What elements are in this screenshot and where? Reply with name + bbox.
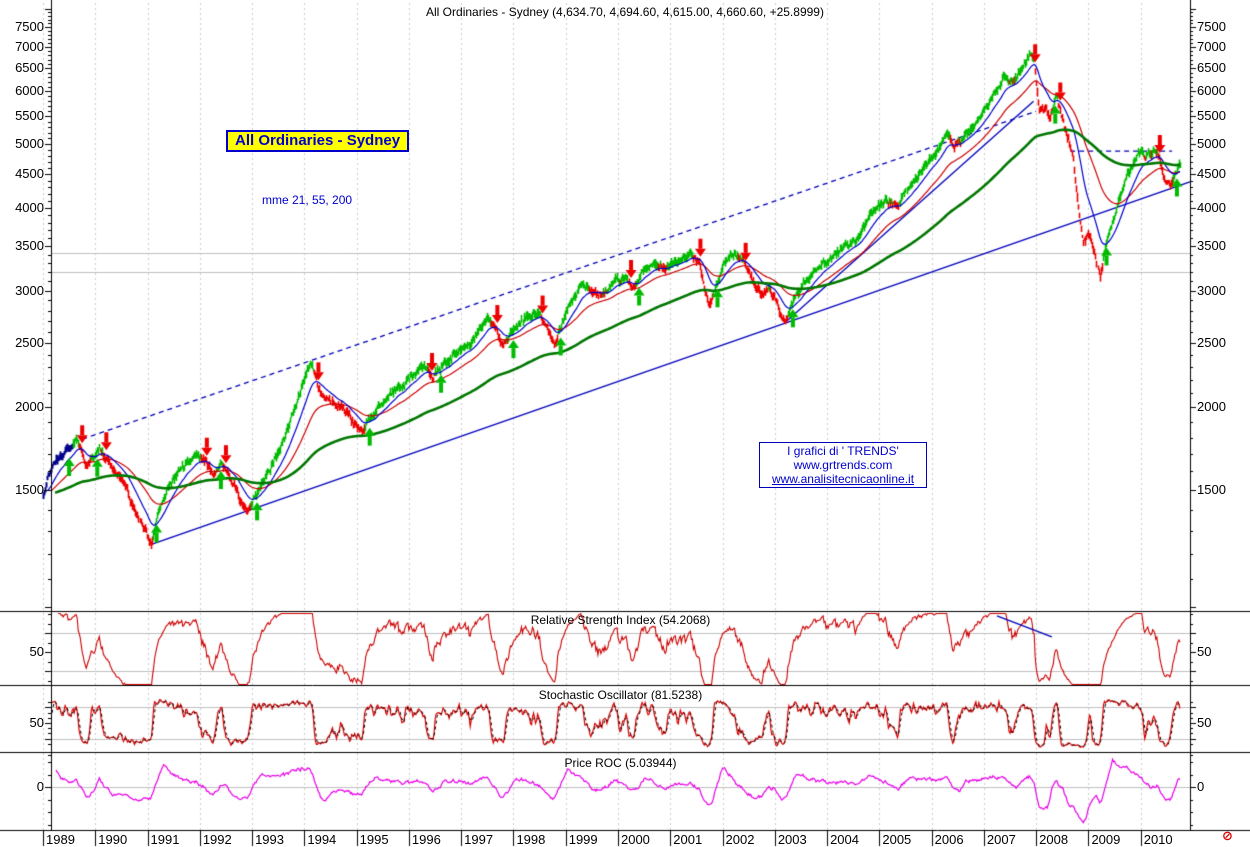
panel-mid-label-left: 50 <box>29 715 44 730</box>
x-axis-year-label: 1995 <box>359 832 389 847</box>
x-axis-year-label: 2003 <box>777 832 807 847</box>
x-axis-year-label: 1999 <box>568 832 598 847</box>
price-axis-label-left: 4500 <box>15 166 44 182</box>
price-axis-label-left: 1500 <box>15 482 44 497</box>
x-axis-year-label: 2006 <box>934 832 964 847</box>
x-axis-year-label: 1996 <box>411 832 441 847</box>
price-axis-label-left: 2500 <box>15 335 44 351</box>
price-axis-label-left: 6000 <box>15 83 44 99</box>
chart-title: All Ordinaries - Sydney (4,634.70, 4,694… <box>426 5 824 19</box>
stochastic-panel-title: Stochastic Oscillator (81.5238) <box>538 688 703 702</box>
panel-mid-label-left: 50 <box>29 644 44 659</box>
watermark-link[interactable]: www.analisitecnicaonline.it <box>771 472 915 486</box>
price-axis-label-left: 5000 <box>15 135 44 151</box>
price-axis-label-left: 3500 <box>15 238 44 254</box>
x-axis-year-label: 2001 <box>673 832 703 847</box>
x-axis-year-label: 2000 <box>620 832 650 847</box>
x-axis-year-label: 1991 <box>150 832 180 847</box>
price-axis-label-right: 2000 <box>1197 399 1226 415</box>
x-axis-year-label: 1989 <box>46 832 75 847</box>
price-axis-label-right: 6000 <box>1197 83 1226 99</box>
price-axis-label-right: 7000 <box>1197 39 1226 55</box>
x-axis-year-label: 2002 <box>725 832 755 847</box>
price-axis-label-right: 4000 <box>1197 200 1226 215</box>
x-axis-year-label: 2008 <box>1039 832 1069 847</box>
price-axis-label-left: 7000 <box>15 39 44 55</box>
mme-legend: mme 21, 55, 200 <box>262 193 353 207</box>
x-axis-year-label: 1993 <box>255 832 284 847</box>
metastock-logo-icon: ⊘ <box>1222 829 1233 844</box>
panel-mid-label-right: 50 <box>1197 715 1212 730</box>
roc-panel-title: Price ROC (5.03944) <box>564 756 677 770</box>
watermark-line1: I grafici di ' TRENDS' <box>787 444 899 458</box>
price-axis-label-left: 4000 <box>15 200 44 215</box>
instrument-label-box[interactable]: All Ordinaries - Sydney <box>226 130 410 152</box>
panel-mid-label-right: 50 <box>1197 644 1212 659</box>
x-axis-year-label: 2007 <box>986 832 1016 847</box>
x-axis-year-label: 1992 <box>202 832 232 847</box>
watermark-box[interactable]: I grafici di ' TRENDS' www.grtrends.com … <box>759 442 927 488</box>
rsi-panel-title: Relative Strength Index (54.2068) <box>530 613 711 627</box>
x-axis-year-label: 1990 <box>98 832 128 847</box>
price-axis-label-right: 5500 <box>1197 108 1226 124</box>
price-axis-label-left: 7500 <box>15 19 44 35</box>
x-axis-year-label: 1998 <box>516 832 546 847</box>
price-axis-label-left: 2000 <box>15 399 44 415</box>
price-axis-label-left: 6500 <box>15 60 44 76</box>
x-axis-year-label: 2005 <box>882 832 912 847</box>
x-axis-year-label: 2004 <box>830 832 859 847</box>
price-axis-label-right: 6500 <box>1197 60 1226 76</box>
price-axis-label-right: 5000 <box>1197 135 1226 151</box>
price-axis-label-left: 5500 <box>15 108 44 124</box>
price-axis-label-left: 3000 <box>15 282 44 298</box>
x-axis-year-label: 2010 <box>1143 832 1173 847</box>
price-axis-label-right: 2500 <box>1197 335 1226 351</box>
price-axis-label-right: 3000 <box>1197 282 1226 298</box>
x-axis-year-label: 1994 <box>307 832 337 847</box>
x-axis-year-label: 1997 <box>464 832 494 847</box>
price-axis-label-right: 1500 <box>1197 482 1226 497</box>
price-axis-label-right: 3500 <box>1197 238 1226 254</box>
instrument-label: All Ordinaries - Sydney <box>235 132 401 149</box>
price-axis-label-right: 4500 <box>1197 166 1226 182</box>
panel-mid-label-right: 0 <box>1197 779 1205 794</box>
price-axis-label-right: 7500 <box>1197 19 1226 35</box>
x-axis-year-label: 2009 <box>1091 832 1121 847</box>
watermark-line2: www.grtrends.com <box>793 458 893 472</box>
panel-mid-label-left: 0 <box>36 779 44 794</box>
